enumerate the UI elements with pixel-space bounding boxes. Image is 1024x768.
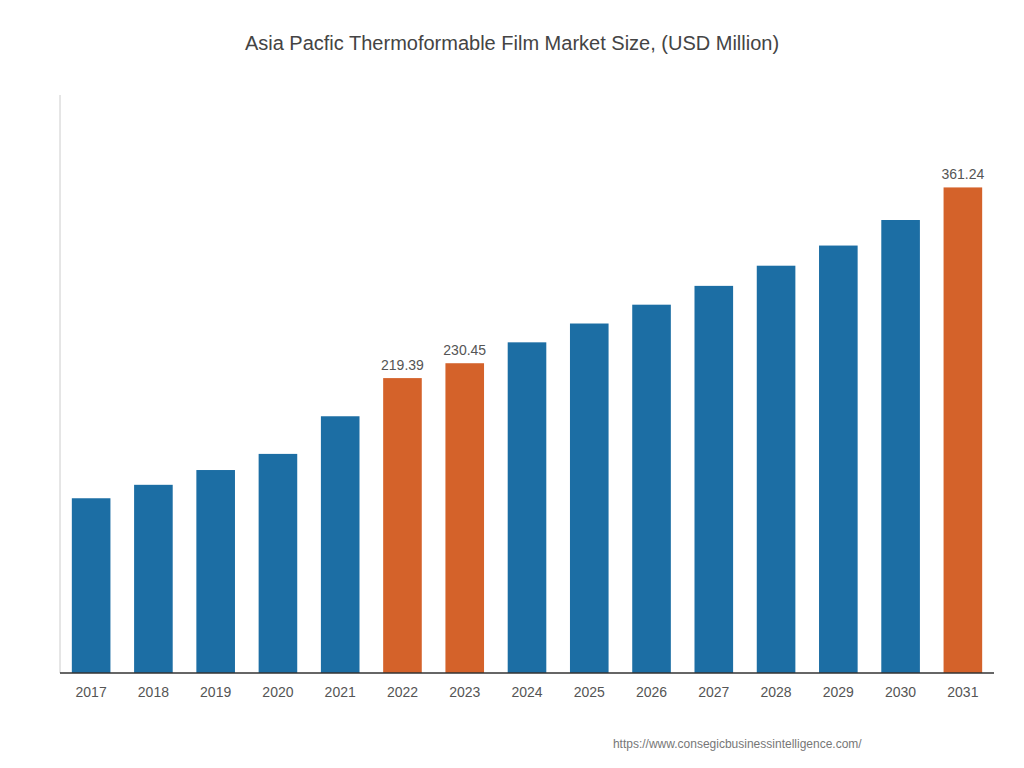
- bar: [881, 220, 920, 673]
- bars: [72, 187, 982, 673]
- chart-container: Asia Pacfic Thermoformable Film Market S…: [0, 0, 1024, 768]
- x-tick-label: 2021: [325, 684, 356, 700]
- bar: [383, 378, 422, 673]
- x-tick-label: 2031: [947, 684, 978, 700]
- y-axis-line: [60, 95, 61, 673]
- bar: [819, 246, 858, 673]
- x-tick-label: 2027: [698, 684, 729, 700]
- x-tick-label: 2024: [511, 684, 542, 700]
- bar: [321, 416, 360, 673]
- data-label: 219.39: [381, 357, 424, 373]
- bar: [570, 324, 609, 673]
- x-tick-label: 2030: [885, 684, 916, 700]
- bar: [757, 266, 796, 673]
- bar: [632, 305, 671, 673]
- x-tick-label: 2023: [449, 684, 480, 700]
- bar: [694, 286, 733, 673]
- x-tick-label: 2018: [138, 684, 169, 700]
- bar: [259, 454, 298, 673]
- x-tick-label: 2020: [262, 684, 293, 700]
- x-tick-label: 2026: [636, 684, 667, 700]
- x-tick-label: 2022: [387, 684, 418, 700]
- bar: [508, 342, 547, 673]
- bar: [445, 363, 484, 673]
- x-tick-label: 2017: [76, 684, 107, 700]
- bar: [134, 485, 173, 673]
- annotation: https://www.consegicbusinessintelligence…: [613, 737, 862, 751]
- x-axis-line: [60, 672, 994, 674]
- x-tick-label: 2028: [760, 684, 791, 700]
- x-tick-label: 2019: [200, 684, 231, 700]
- data-label: 230.45: [443, 342, 486, 358]
- bar: [944, 187, 983, 673]
- bar: [72, 498, 111, 673]
- chart-title: Asia Pacfic Thermoformable Film Market S…: [245, 32, 779, 54]
- data-label: 361.24: [941, 166, 984, 182]
- chart-svg: Asia Pacfic Thermoformable Film Market S…: [0, 0, 1024, 768]
- x-tick-label: 2025: [574, 684, 605, 700]
- bar: [196, 470, 235, 673]
- x-tick-label: 2029: [823, 684, 854, 700]
